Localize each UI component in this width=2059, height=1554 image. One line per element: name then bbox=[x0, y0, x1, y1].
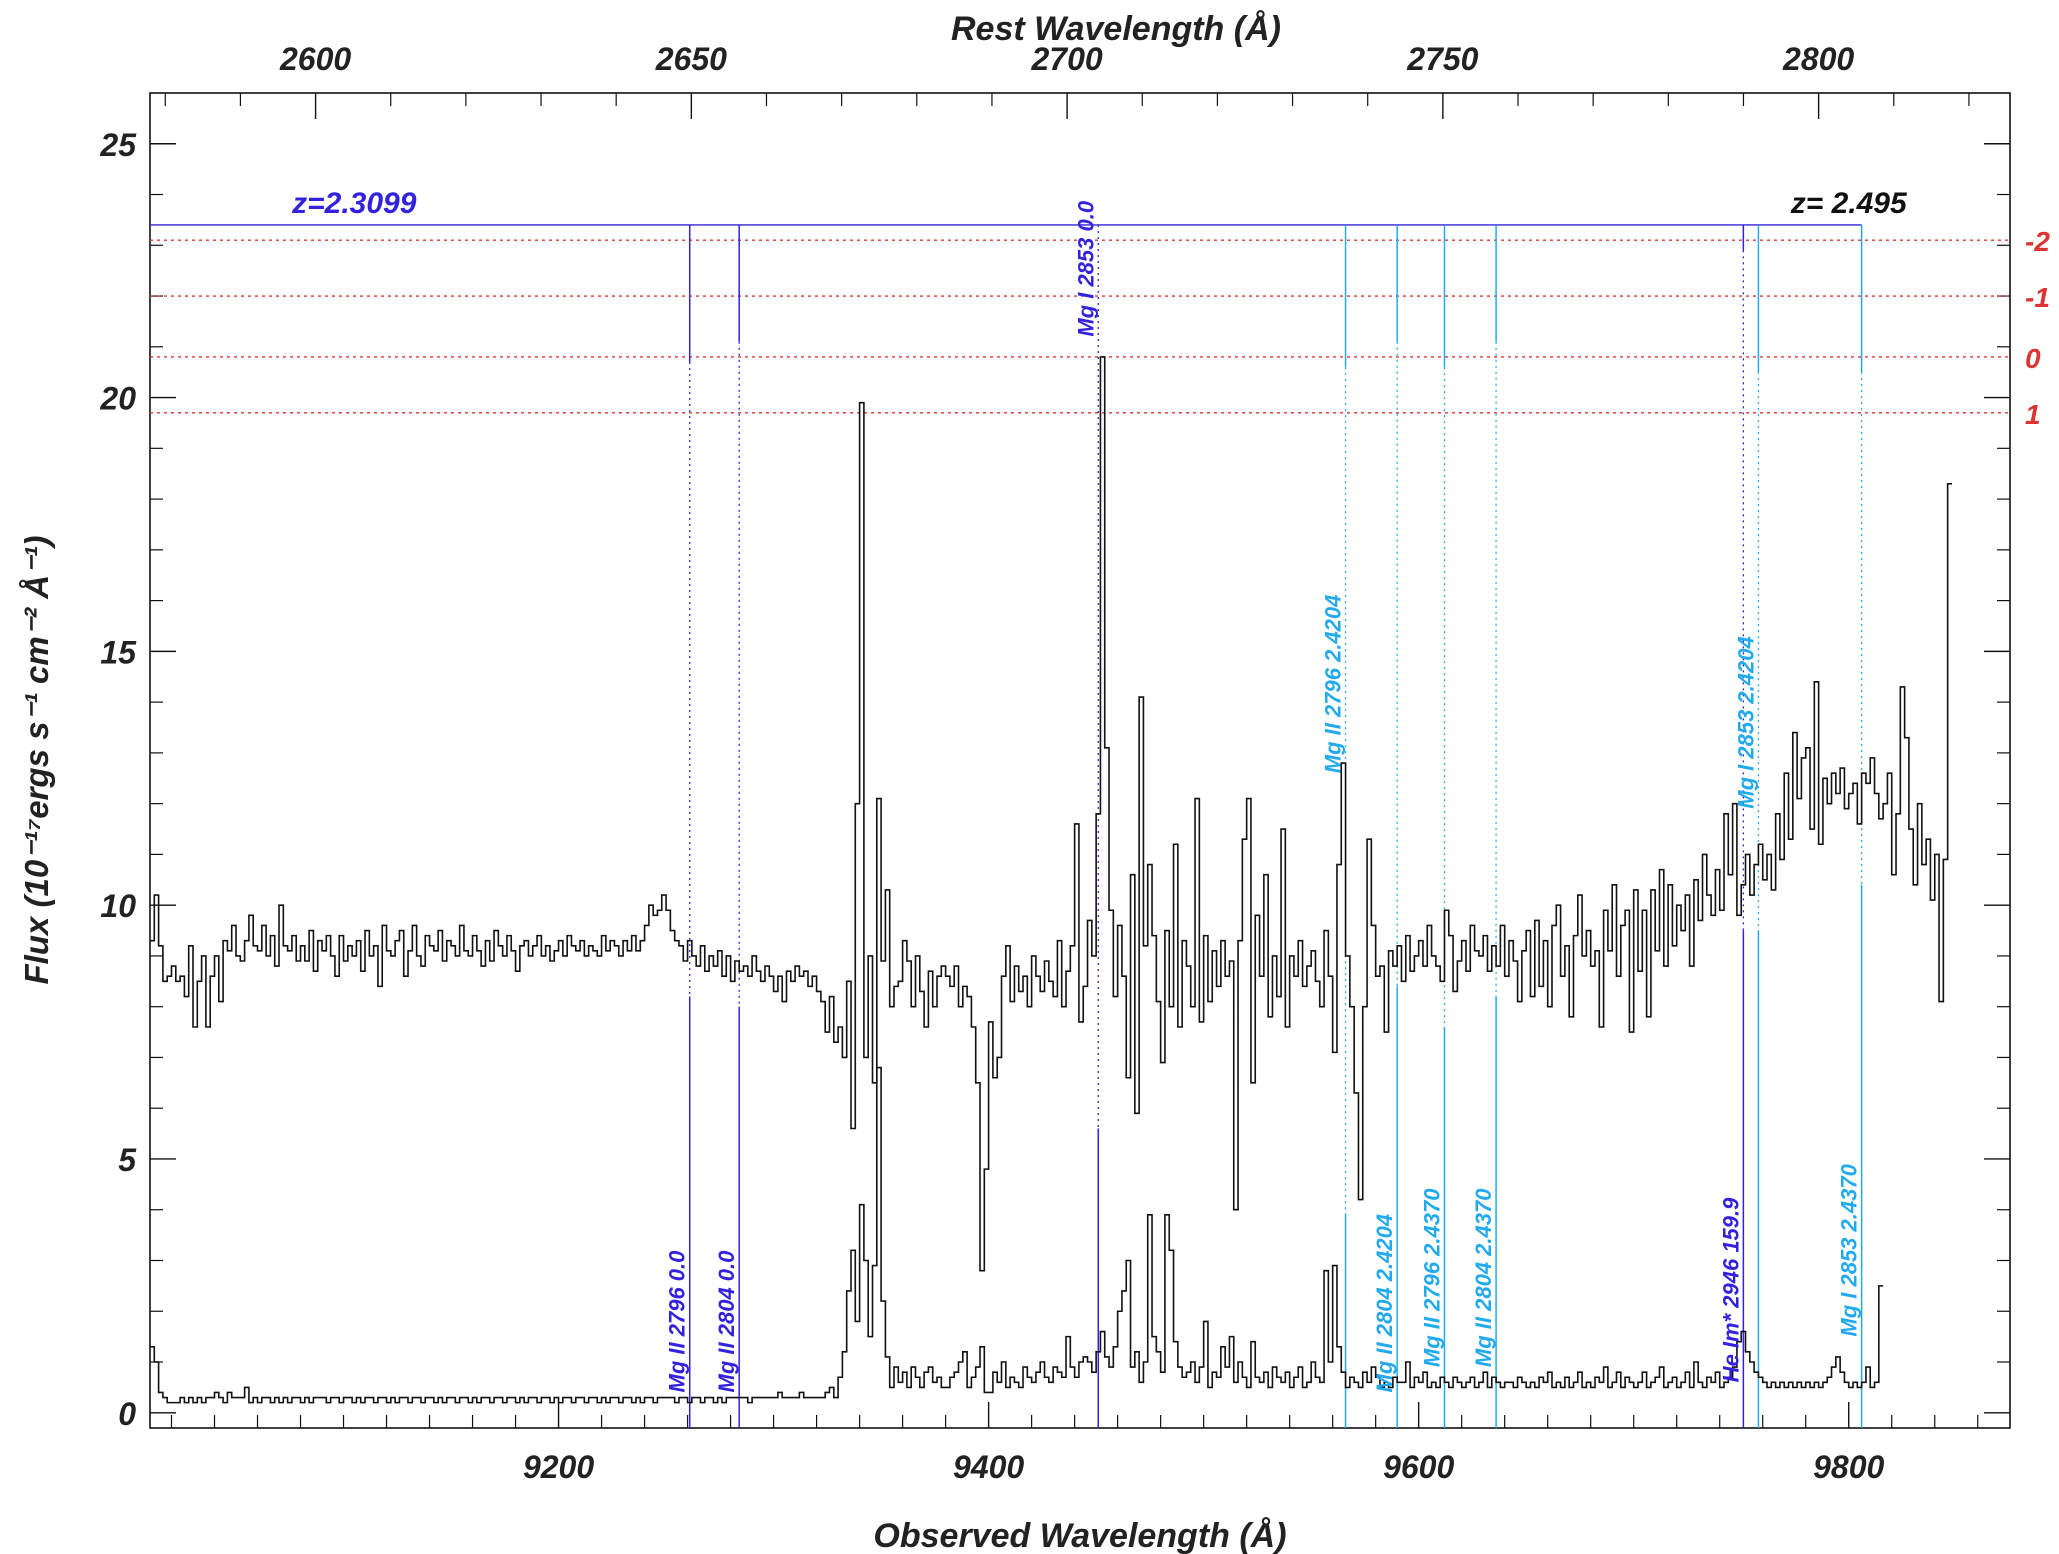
series-error bbox=[150, 1066, 1884, 1404]
line-id-label: Mg II 2804 2.4370 bbox=[1471, 1188, 1496, 1367]
line-id-label: Mg I 2853 0.0 bbox=[1073, 200, 1098, 337]
x-tick-label: 9600 bbox=[1383, 1449, 1454, 1485]
line-id-label: Mg II 2804 2.4204 bbox=[1372, 1214, 1397, 1393]
plot-frame bbox=[149, 92, 2011, 1429]
top-axis-title: Rest Wavelength (Å) bbox=[951, 10, 1281, 48]
x-tick-label: 9800 bbox=[1813, 1449, 1884, 1485]
top-tick-label: 2600 bbox=[279, 41, 351, 77]
y-axis-title: Flux (10⁻¹⁷ergs s⁻¹ cm⁻² Å⁻¹) bbox=[18, 535, 55, 984]
line-id-label: He Im* 2946 159.9 bbox=[1718, 1197, 1743, 1382]
y-axis: 0 5 10 15 20 25 bbox=[99, 127, 2010, 1432]
sigma-label: 1 bbox=[2025, 399, 2041, 430]
x-axis: 9200 9400 9600 9800 bbox=[170, 1402, 1979, 1485]
top-axis: 2600 2650 2700 2750 2800 bbox=[164, 41, 1970, 119]
series-group bbox=[150, 356, 1952, 1404]
series-flux bbox=[150, 356, 1952, 1272]
line-id-label: Mg II 2796 2.4204 bbox=[1321, 595, 1346, 774]
sigma-label: -1 bbox=[2025, 282, 2050, 313]
line-id-labels: z=2.3099 z= 2.495 Mg II 2796 0.0 Mg II 2804… bbox=[291, 187, 1908, 1392]
redshift-label: z=2.3099 bbox=[291, 187, 417, 220]
sigma-label: 0 bbox=[2025, 343, 2041, 374]
redshift-label: z= 2.495 bbox=[1790, 187, 1908, 220]
line-id-label: Mg II 2796 0.0 bbox=[665, 1250, 690, 1393]
sigma-label: -2 bbox=[2025, 226, 2050, 257]
line-id-label: Mg II 2804 0.0 bbox=[714, 1250, 739, 1393]
y-tick-label: 10 bbox=[100, 888, 136, 924]
y-tick-label: 5 bbox=[118, 1142, 137, 1178]
x-axis-title: Observed Wavelength (Å) bbox=[873, 1517, 1286, 1554]
x-tick-label: 9400 bbox=[953, 1449, 1024, 1485]
sigma-lines: -2 -1 0 1 bbox=[150, 226, 2050, 430]
top-tick-label: 2750 bbox=[1406, 41, 1478, 77]
x-tick-label: 9200 bbox=[523, 1449, 594, 1485]
top-tick-label: 2800 bbox=[1782, 41, 1854, 77]
y-tick-label: 25 bbox=[99, 127, 137, 163]
line-id-label: Mg II 2796 2.4370 bbox=[1419, 1188, 1444, 1367]
line-id-label: Mg I 2853 2.4370 bbox=[1837, 1163, 1862, 1336]
top-tick-label: 2650 bbox=[655, 41, 727, 77]
top-tick-label: 2700 bbox=[1031, 41, 1103, 77]
y-tick-label: 15 bbox=[100, 634, 137, 670]
line-markers bbox=[150, 224, 1863, 1428]
line-id-label: Mg I 2853 2.4204 bbox=[1733, 636, 1758, 808]
y-tick-label: 20 bbox=[99, 381, 136, 417]
y-tick-label: 0 bbox=[118, 1396, 136, 1432]
